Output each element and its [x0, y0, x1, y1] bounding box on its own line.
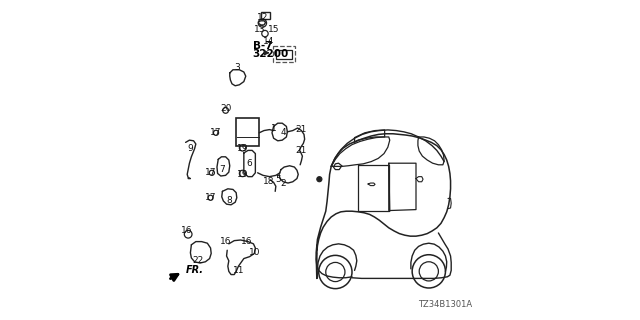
Text: 16: 16 — [220, 237, 231, 246]
Text: 19: 19 — [237, 170, 248, 179]
Text: 4: 4 — [280, 128, 286, 137]
Bar — [236, 118, 259, 146]
Text: 5: 5 — [276, 175, 281, 184]
Text: 16: 16 — [241, 237, 252, 246]
Text: 17: 17 — [205, 193, 216, 202]
Text: 22: 22 — [193, 256, 204, 265]
Text: 10: 10 — [249, 248, 260, 257]
Text: 7: 7 — [220, 165, 225, 174]
Text: 2: 2 — [280, 180, 286, 188]
Text: 9: 9 — [188, 144, 193, 153]
Text: 21: 21 — [295, 146, 307, 155]
Text: 20: 20 — [220, 104, 231, 113]
Bar — [273, 46, 295, 62]
Text: 3: 3 — [234, 63, 239, 72]
Text: 11: 11 — [233, 266, 244, 275]
Text: TZ34B1301A: TZ34B1301A — [418, 300, 472, 309]
Text: 17: 17 — [205, 168, 216, 177]
Text: 17: 17 — [211, 128, 221, 137]
Bar — [261, 12, 270, 19]
Text: FR.: FR. — [186, 265, 204, 275]
Text: 8: 8 — [226, 196, 232, 204]
Text: 14: 14 — [263, 37, 275, 46]
Text: 6: 6 — [247, 159, 252, 168]
Text: 32200: 32200 — [253, 49, 289, 60]
Text: 18: 18 — [263, 177, 275, 186]
Bar — [276, 50, 292, 59]
Text: B-7: B-7 — [253, 41, 273, 52]
Text: 12: 12 — [257, 13, 268, 22]
Text: 15: 15 — [268, 25, 279, 34]
Text: 13: 13 — [254, 25, 266, 34]
Text: 16: 16 — [182, 226, 193, 235]
Text: 21: 21 — [295, 125, 307, 134]
Text: 19: 19 — [237, 144, 248, 153]
Text: 1: 1 — [271, 124, 276, 132]
Circle shape — [317, 177, 322, 182]
